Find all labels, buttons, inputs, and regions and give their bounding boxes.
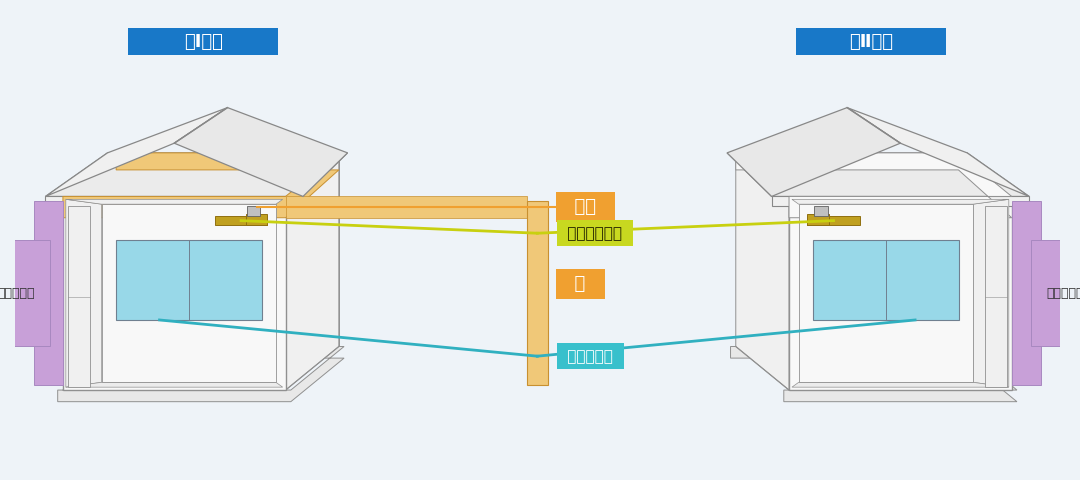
Polygon shape xyxy=(792,382,1009,387)
Polygon shape xyxy=(1012,201,1041,385)
Polygon shape xyxy=(33,201,63,385)
Polygon shape xyxy=(727,108,901,196)
Bar xyxy=(527,201,548,385)
Polygon shape xyxy=(799,204,973,382)
Bar xyxy=(246,214,267,226)
Bar xyxy=(808,216,860,226)
Polygon shape xyxy=(285,153,339,390)
Text: 第Ⅰ工法: 第Ⅰ工法 xyxy=(184,33,222,50)
Text: 壁: 壁 xyxy=(563,275,598,293)
Text: 外部開口部: 外部開口部 xyxy=(563,348,619,364)
Polygon shape xyxy=(735,153,789,390)
Bar xyxy=(1031,240,1080,347)
Polygon shape xyxy=(771,196,1029,206)
Text: 防音区画外: 防音区画外 xyxy=(0,287,36,300)
Polygon shape xyxy=(847,108,1029,196)
Bar xyxy=(796,28,946,55)
Polygon shape xyxy=(730,347,1017,402)
Bar xyxy=(129,28,279,55)
Polygon shape xyxy=(45,196,303,206)
Polygon shape xyxy=(117,153,339,347)
Polygon shape xyxy=(63,153,339,218)
Bar xyxy=(814,206,827,216)
Bar xyxy=(215,216,267,226)
Polygon shape xyxy=(973,199,1009,387)
Polygon shape xyxy=(66,199,102,387)
Bar xyxy=(247,206,260,216)
Bar xyxy=(0,240,51,347)
Text: 空気調和設備: 空気調和設備 xyxy=(563,226,627,241)
Polygon shape xyxy=(116,240,262,320)
Polygon shape xyxy=(735,153,1012,218)
Polygon shape xyxy=(45,108,228,196)
Polygon shape xyxy=(727,153,1029,196)
Polygon shape xyxy=(985,206,1007,387)
Polygon shape xyxy=(812,240,959,320)
Polygon shape xyxy=(57,347,345,402)
Text: 第Ⅱ工法: 第Ⅱ工法 xyxy=(849,33,893,50)
Text: 天井: 天井 xyxy=(563,198,609,216)
Polygon shape xyxy=(66,382,283,387)
Polygon shape xyxy=(174,108,348,196)
Polygon shape xyxy=(735,153,958,347)
Polygon shape xyxy=(789,196,1012,390)
Polygon shape xyxy=(66,199,283,204)
Polygon shape xyxy=(792,199,1009,204)
Polygon shape xyxy=(68,206,90,387)
Text: 防音区画外: 防音区画外 xyxy=(1047,287,1080,300)
Polygon shape xyxy=(45,153,348,196)
Bar xyxy=(808,214,828,226)
Polygon shape xyxy=(63,196,285,390)
Polygon shape xyxy=(102,204,275,382)
Bar xyxy=(285,196,527,218)
